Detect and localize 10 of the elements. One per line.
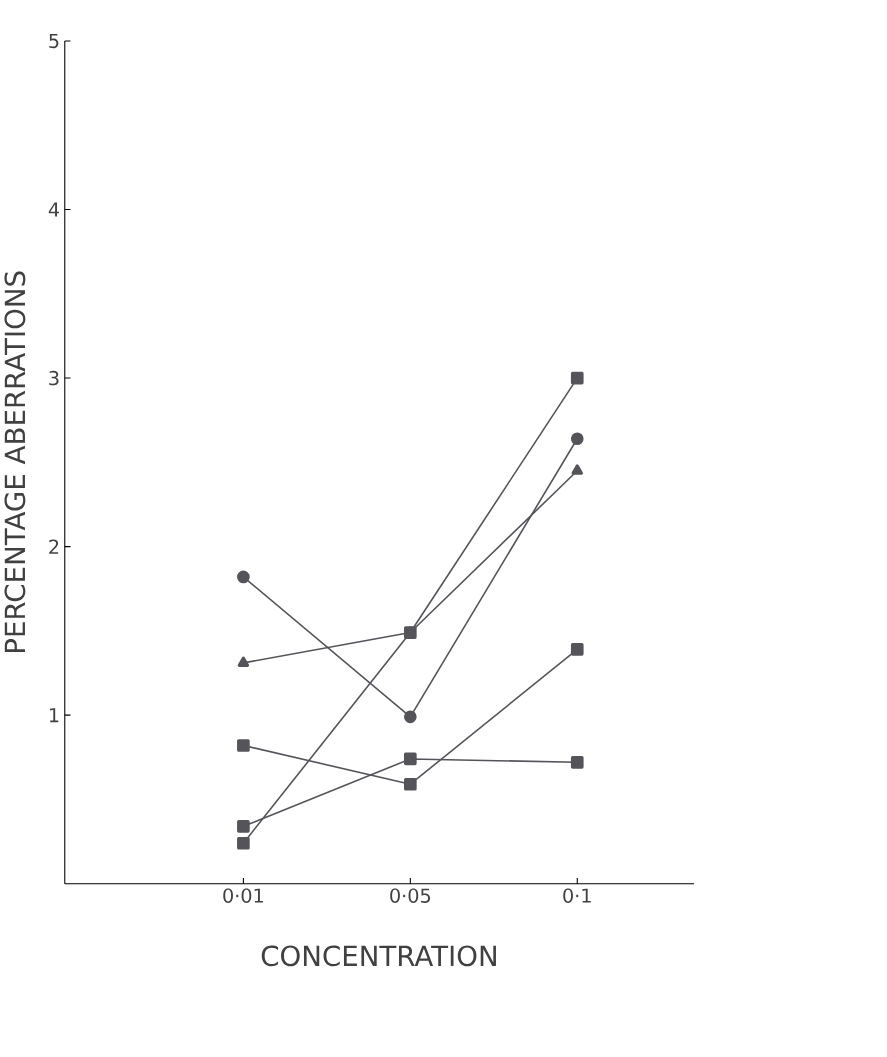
x-tick-label: 0·01 <box>223 888 263 903</box>
y-tick-label: 2 <box>49 539 59 554</box>
y-axis-title: PERCENTAGE ABERRATIONS <box>4 271 26 653</box>
y-tick-label: 1 <box>49 708 59 723</box>
x-axis-title: CONCENTRATION <box>261 945 496 967</box>
x-tick-label: 0·1 <box>563 888 591 903</box>
y-tick-label: 3 <box>49 370 59 386</box>
y-tick-label: 5 <box>49 33 59 49</box>
x-tick-label: 0·05 <box>390 888 430 903</box>
y-tick-label: 4 <box>48 202 59 217</box>
